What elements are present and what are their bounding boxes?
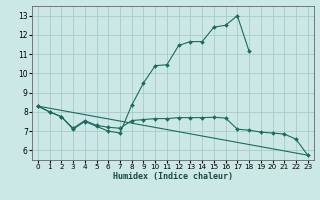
X-axis label: Humidex (Indice chaleur): Humidex (Indice chaleur) — [113, 172, 233, 181]
